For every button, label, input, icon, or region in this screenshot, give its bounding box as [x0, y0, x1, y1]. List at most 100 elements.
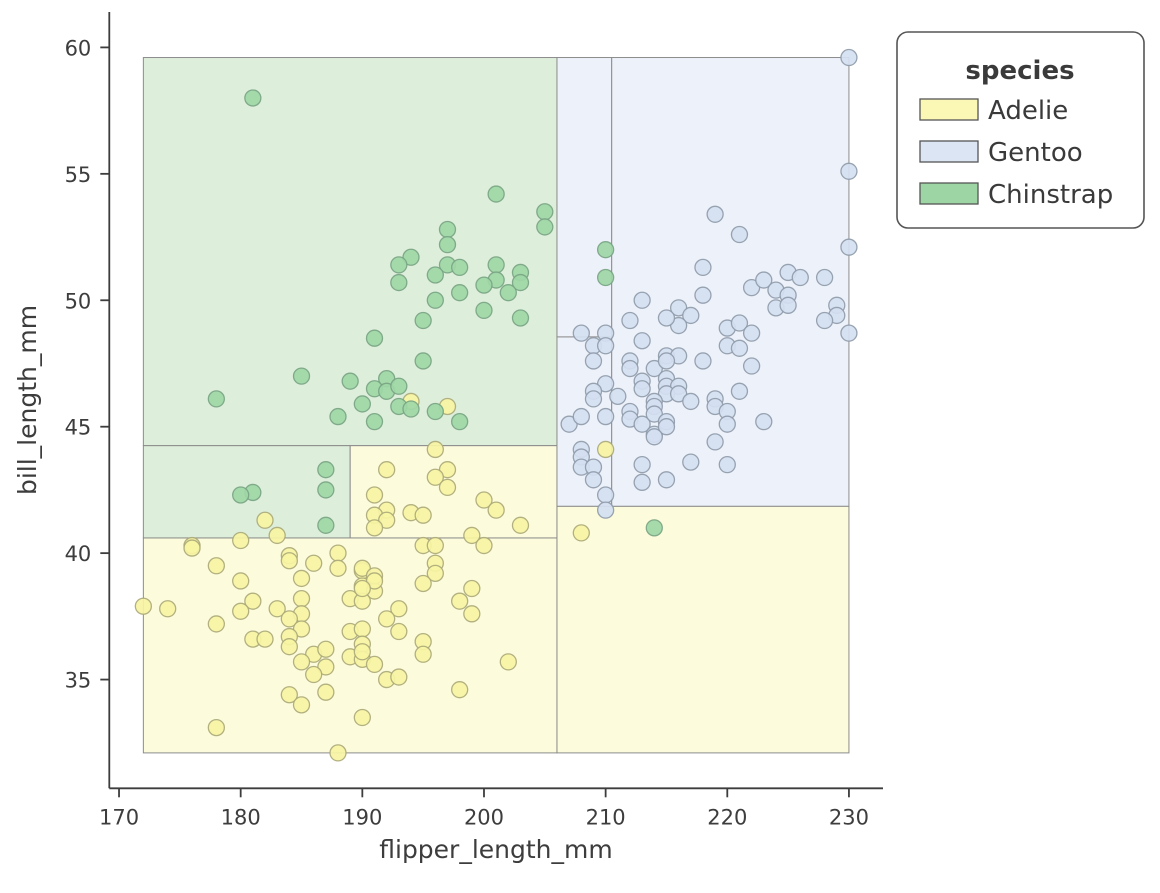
data-point-chinstrap [426, 266, 444, 284]
data-point-adelie [365, 572, 384, 590]
data-point-chinstrap [511, 273, 530, 292]
data-point-adelie [159, 600, 177, 618]
data-point-gentoo [730, 339, 749, 357]
decision-region-adelie [556, 505, 850, 754]
data-point-gentoo [706, 205, 724, 223]
data-point-chinstrap [232, 486, 250, 504]
data-point-adelie [451, 592, 469, 610]
legend-swatch-gentoo [919, 140, 979, 163]
data-point-adelie [353, 559, 371, 577]
data-point-gentoo [694, 286, 712, 304]
x-axis-title: flipper_length_mm [379, 835, 612, 864]
data-point-adelie [292, 620, 311, 638]
data-point-gentoo [682, 306, 700, 325]
data-point-chinstrap [402, 248, 420, 266]
data-point-adelie [207, 718, 226, 737]
data-point-adelie [292, 696, 311, 714]
data-point-chinstrap [365, 329, 384, 347]
data-point-gentoo [596, 486, 615, 504]
y-tick-label: 55 [65, 163, 92, 187]
data-point-adelie [207, 557, 226, 575]
data-point-adelie [305, 554, 323, 572]
data-point-chinstrap [317, 516, 335, 534]
data-point-chinstrap [414, 311, 432, 330]
data-point-chinstrap [341, 372, 359, 390]
data-point-adelie [426, 440, 444, 459]
data-point-gentoo [645, 405, 663, 423]
data-point-gentoo [682, 453, 700, 471]
data-point-chinstrap [414, 352, 432, 370]
decision-regions-layer [142, 57, 850, 754]
data-point-gentoo [657, 418, 676, 436]
data-point-gentoo [633, 332, 651, 350]
data-point-chinstrap [365, 412, 384, 431]
data-point-adelie [426, 468, 444, 486]
data-point-gentoo [621, 359, 639, 378]
data-point-gentoo [669, 385, 688, 403]
data-point-chinstrap [438, 220, 457, 239]
data-point-gentoo [694, 352, 712, 370]
legend-swatch-adelie [919, 98, 979, 121]
x-tick-label: 170 [99, 805, 139, 829]
data-point-adelie [463, 526, 481, 545]
y-tick-label: 40 [65, 542, 92, 566]
data-point-adelie [438, 461, 457, 479]
data-point-chinstrap [426, 402, 444, 421]
data-point-gentoo [596, 407, 615, 426]
data-point-gentoo [669, 316, 688, 335]
data-point-gentoo [742, 278, 761, 297]
data-point-gentoo [584, 352, 603, 370]
data-point-adelie [463, 579, 481, 598]
data-point-adelie [378, 511, 396, 529]
data-point-gentoo [657, 352, 676, 370]
data-point-adelie [365, 519, 384, 537]
x-tick-label: 230 [829, 805, 869, 829]
legend-label-gentoo: Gentoo [988, 138, 1083, 168]
data-point-gentoo [645, 359, 663, 378]
data-point-adelie [232, 572, 250, 590]
data-point-adelie [256, 511, 274, 529]
data-point-chinstrap [390, 377, 408, 395]
data-point-adelie [305, 665, 323, 684]
data-point-gentoo [840, 238, 858, 256]
data-point-chinstrap [292, 367, 311, 385]
data-point-adelie [292, 653, 311, 671]
data-point-adelie [317, 658, 335, 676]
data-point-gentoo [596, 501, 615, 519]
data-point-adelie [365, 486, 384, 504]
data-point-chinstrap [475, 301, 493, 320]
data-point-adelie [499, 653, 517, 671]
data-point-adelie [256, 630, 274, 648]
data-point-gentoo [730, 314, 749, 332]
legend-box [896, 31, 1145, 229]
data-point-chinstrap [475, 276, 493, 294]
data-point-gentoo [682, 392, 700, 411]
data-point-adelie [426, 564, 444, 583]
x-tick-label: 180 [221, 805, 261, 829]
data-point-gentoo [840, 48, 858, 67]
data-point-gentoo [669, 299, 688, 317]
axes-layer: 170 180 190 200 210 220 230 35 40 45 50 55 60 [65, 12, 883, 829]
data-point-adelie [268, 526, 286, 545]
data-point-adelie [414, 506, 432, 524]
data-point-gentoo [633, 455, 651, 474]
y-tick-label: 60 [65, 36, 92, 60]
y-tick-label: 50 [65, 289, 92, 313]
decision-region-adelie [142, 537, 558, 754]
data-point-chinstrap [353, 395, 371, 413]
data-point-chinstrap [451, 258, 469, 277]
data-point-chinstrap [244, 89, 262, 107]
data-point-chinstrap [426, 291, 444, 309]
data-point-adelie [365, 655, 384, 674]
data-point-adelie [329, 744, 347, 762]
data-point-adelie [390, 668, 408, 686]
data-point-gentoo [633, 291, 651, 309]
data-point-gentoo [633, 415, 651, 433]
data-point-chinstrap [317, 481, 335, 499]
legend-label-adelie: Adelie [988, 96, 1068, 126]
data-point-adelie [353, 643, 371, 661]
data-point-adelie [317, 640, 335, 658]
data-point-adelie [280, 552, 298, 570]
data-point-chinstrap [596, 268, 615, 287]
